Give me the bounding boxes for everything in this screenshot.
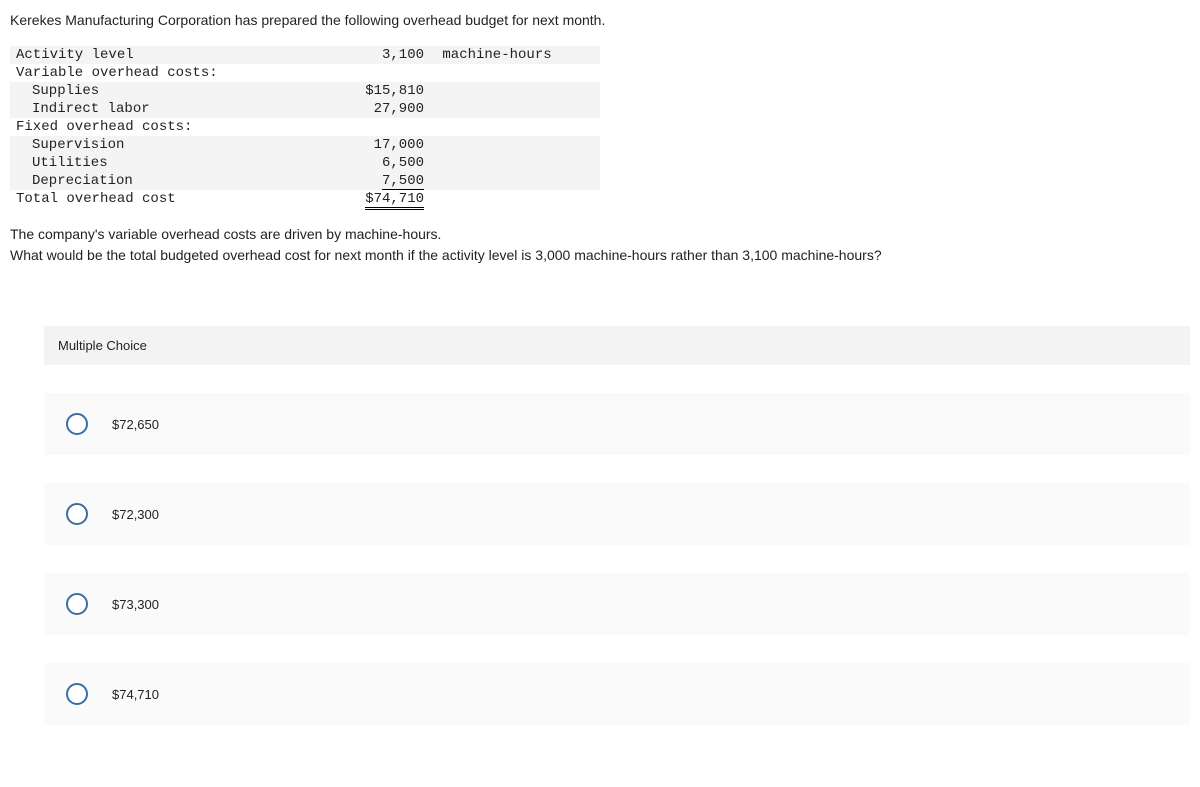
fixed-costs-header: Fixed overhead costs: bbox=[10, 118, 310, 136]
supervision-value: 17,000 bbox=[310, 136, 430, 154]
supplies-value: $15,810 bbox=[310, 82, 430, 100]
overhead-budget-table: Activity level 3,100 machine-hours Varia… bbox=[10, 46, 600, 208]
followup-line-2: What would be the total budgeted overhea… bbox=[10, 245, 1190, 266]
radio-icon[interactable] bbox=[66, 503, 88, 525]
utilities-label: Utilities bbox=[10, 154, 310, 172]
depreciation-label: Depreciation bbox=[10, 172, 310, 190]
mc-option-label: $73,300 bbox=[112, 597, 159, 612]
mc-option-label: $72,650 bbox=[112, 417, 159, 432]
utilities-value: 6,500 bbox=[310, 154, 430, 172]
activity-level-value: 3,100 bbox=[310, 46, 430, 64]
variable-costs-header: Variable overhead costs: bbox=[10, 64, 310, 82]
depreciation-value: 7,500 bbox=[382, 173, 424, 190]
mc-option-label: $72,300 bbox=[112, 507, 159, 522]
total-overhead-label: Total overhead cost bbox=[10, 190, 310, 208]
radio-icon[interactable] bbox=[66, 413, 88, 435]
supervision-label: Supervision bbox=[10, 136, 310, 154]
supplies-label: Supplies bbox=[10, 82, 310, 100]
mc-option-4[interactable]: $74,710 bbox=[44, 663, 1190, 725]
followup-text: The company's variable overhead costs ar… bbox=[10, 224, 1190, 266]
total-overhead-value: $74,710 bbox=[365, 191, 424, 210]
mc-option-label: $74,710 bbox=[112, 687, 159, 702]
indirect-labor-value: 27,900 bbox=[310, 100, 430, 118]
activity-level-label: Activity level bbox=[10, 46, 310, 64]
multiple-choice-block: Multiple Choice $72,650 $72,300 $73,300 … bbox=[10, 326, 1190, 725]
followup-line-1: The company's variable overhead costs ar… bbox=[10, 224, 1190, 245]
mc-option-2[interactable]: $72,300 bbox=[44, 483, 1190, 545]
multiple-choice-title: Multiple Choice bbox=[44, 326, 1190, 365]
radio-icon[interactable] bbox=[66, 593, 88, 615]
activity-level-unit: machine-hours bbox=[430, 46, 600, 64]
radio-icon[interactable] bbox=[66, 683, 88, 705]
indirect-labor-label: Indirect labor bbox=[10, 100, 310, 118]
mc-option-1[interactable]: $72,650 bbox=[44, 393, 1190, 455]
mc-option-3[interactable]: $73,300 bbox=[44, 573, 1190, 635]
problem-intro: Kerekes Manufacturing Corporation has pr… bbox=[10, 12, 1190, 28]
